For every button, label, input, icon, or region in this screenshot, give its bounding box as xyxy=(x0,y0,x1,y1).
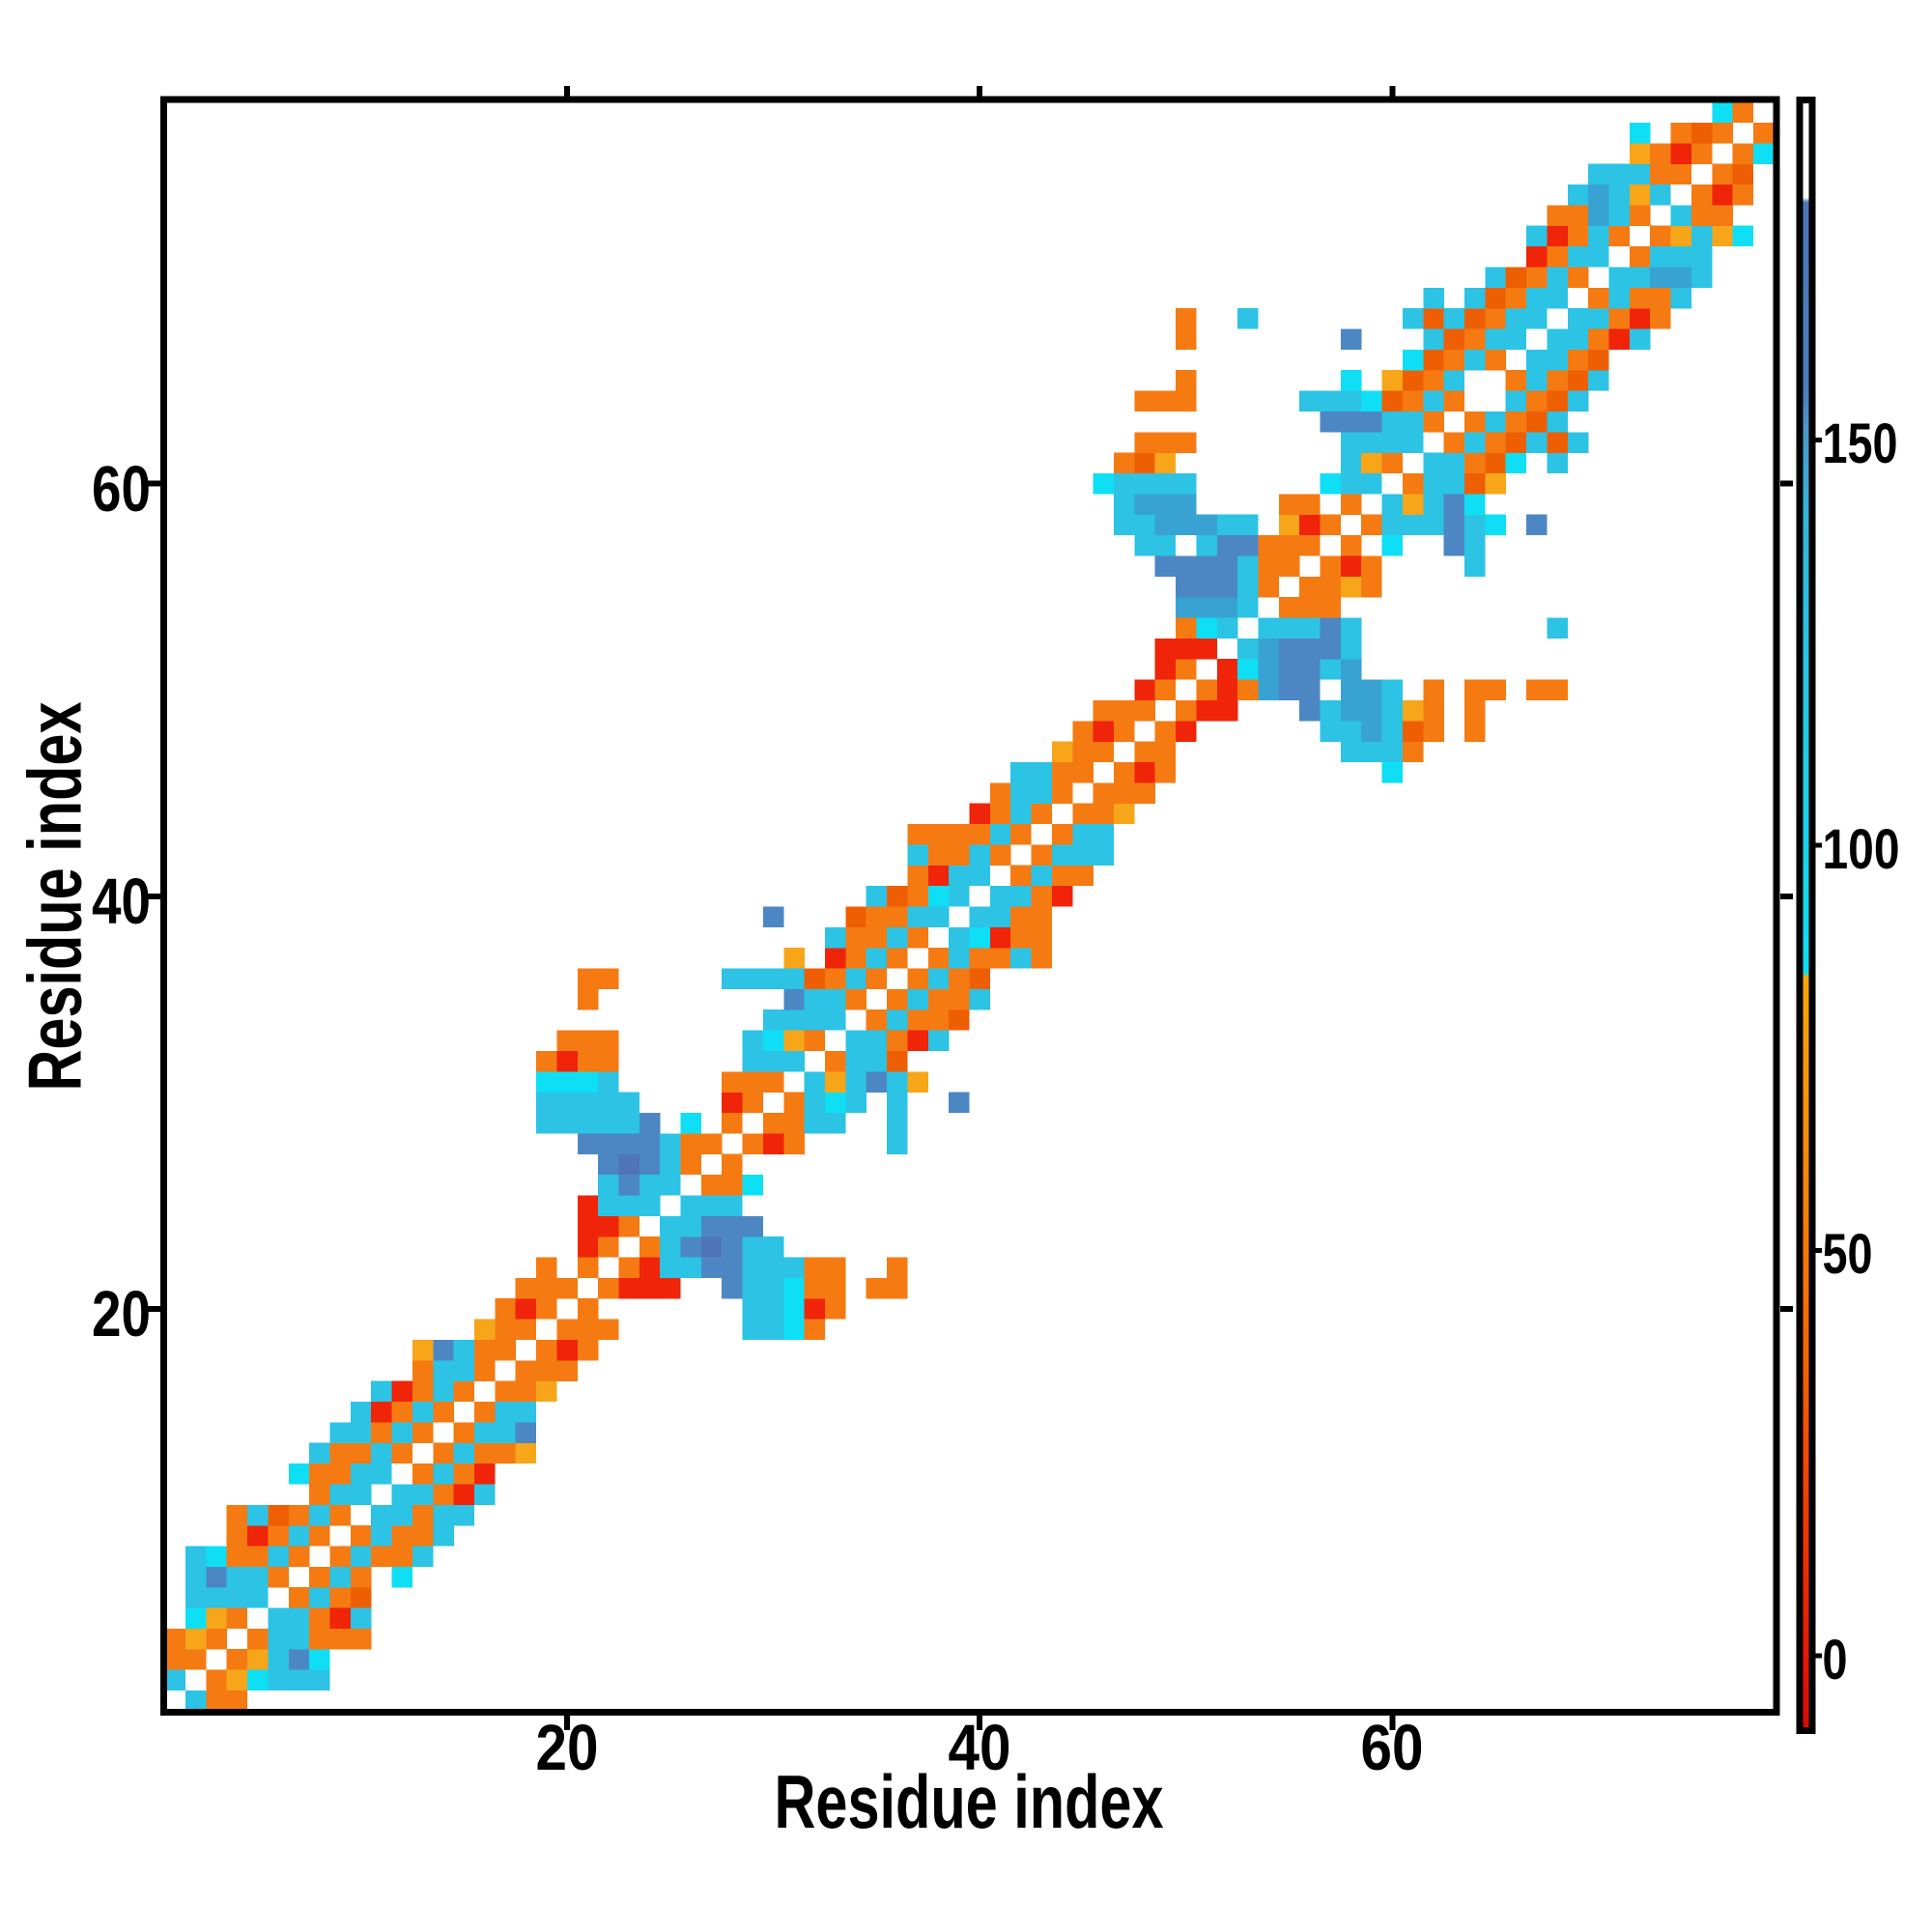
svg-text:40: 40 xyxy=(92,866,151,938)
svg-text:60: 60 xyxy=(92,453,151,526)
svg-text:20: 20 xyxy=(536,1712,599,1784)
svg-text:40: 40 xyxy=(949,1712,1011,1784)
svg-text:Residue index: Residue index xyxy=(775,1759,1164,1844)
svg-text:100: 100 xyxy=(1823,818,1900,881)
svg-text:150: 150 xyxy=(1823,412,1898,475)
svg-text:Residue index: Residue index xyxy=(13,702,98,1092)
svg-text:60: 60 xyxy=(1361,1712,1424,1784)
svg-text:50: 50 xyxy=(1823,1223,1873,1286)
svg-text:0: 0 xyxy=(1823,1629,1848,1691)
svg-text:20: 20 xyxy=(92,1278,151,1350)
